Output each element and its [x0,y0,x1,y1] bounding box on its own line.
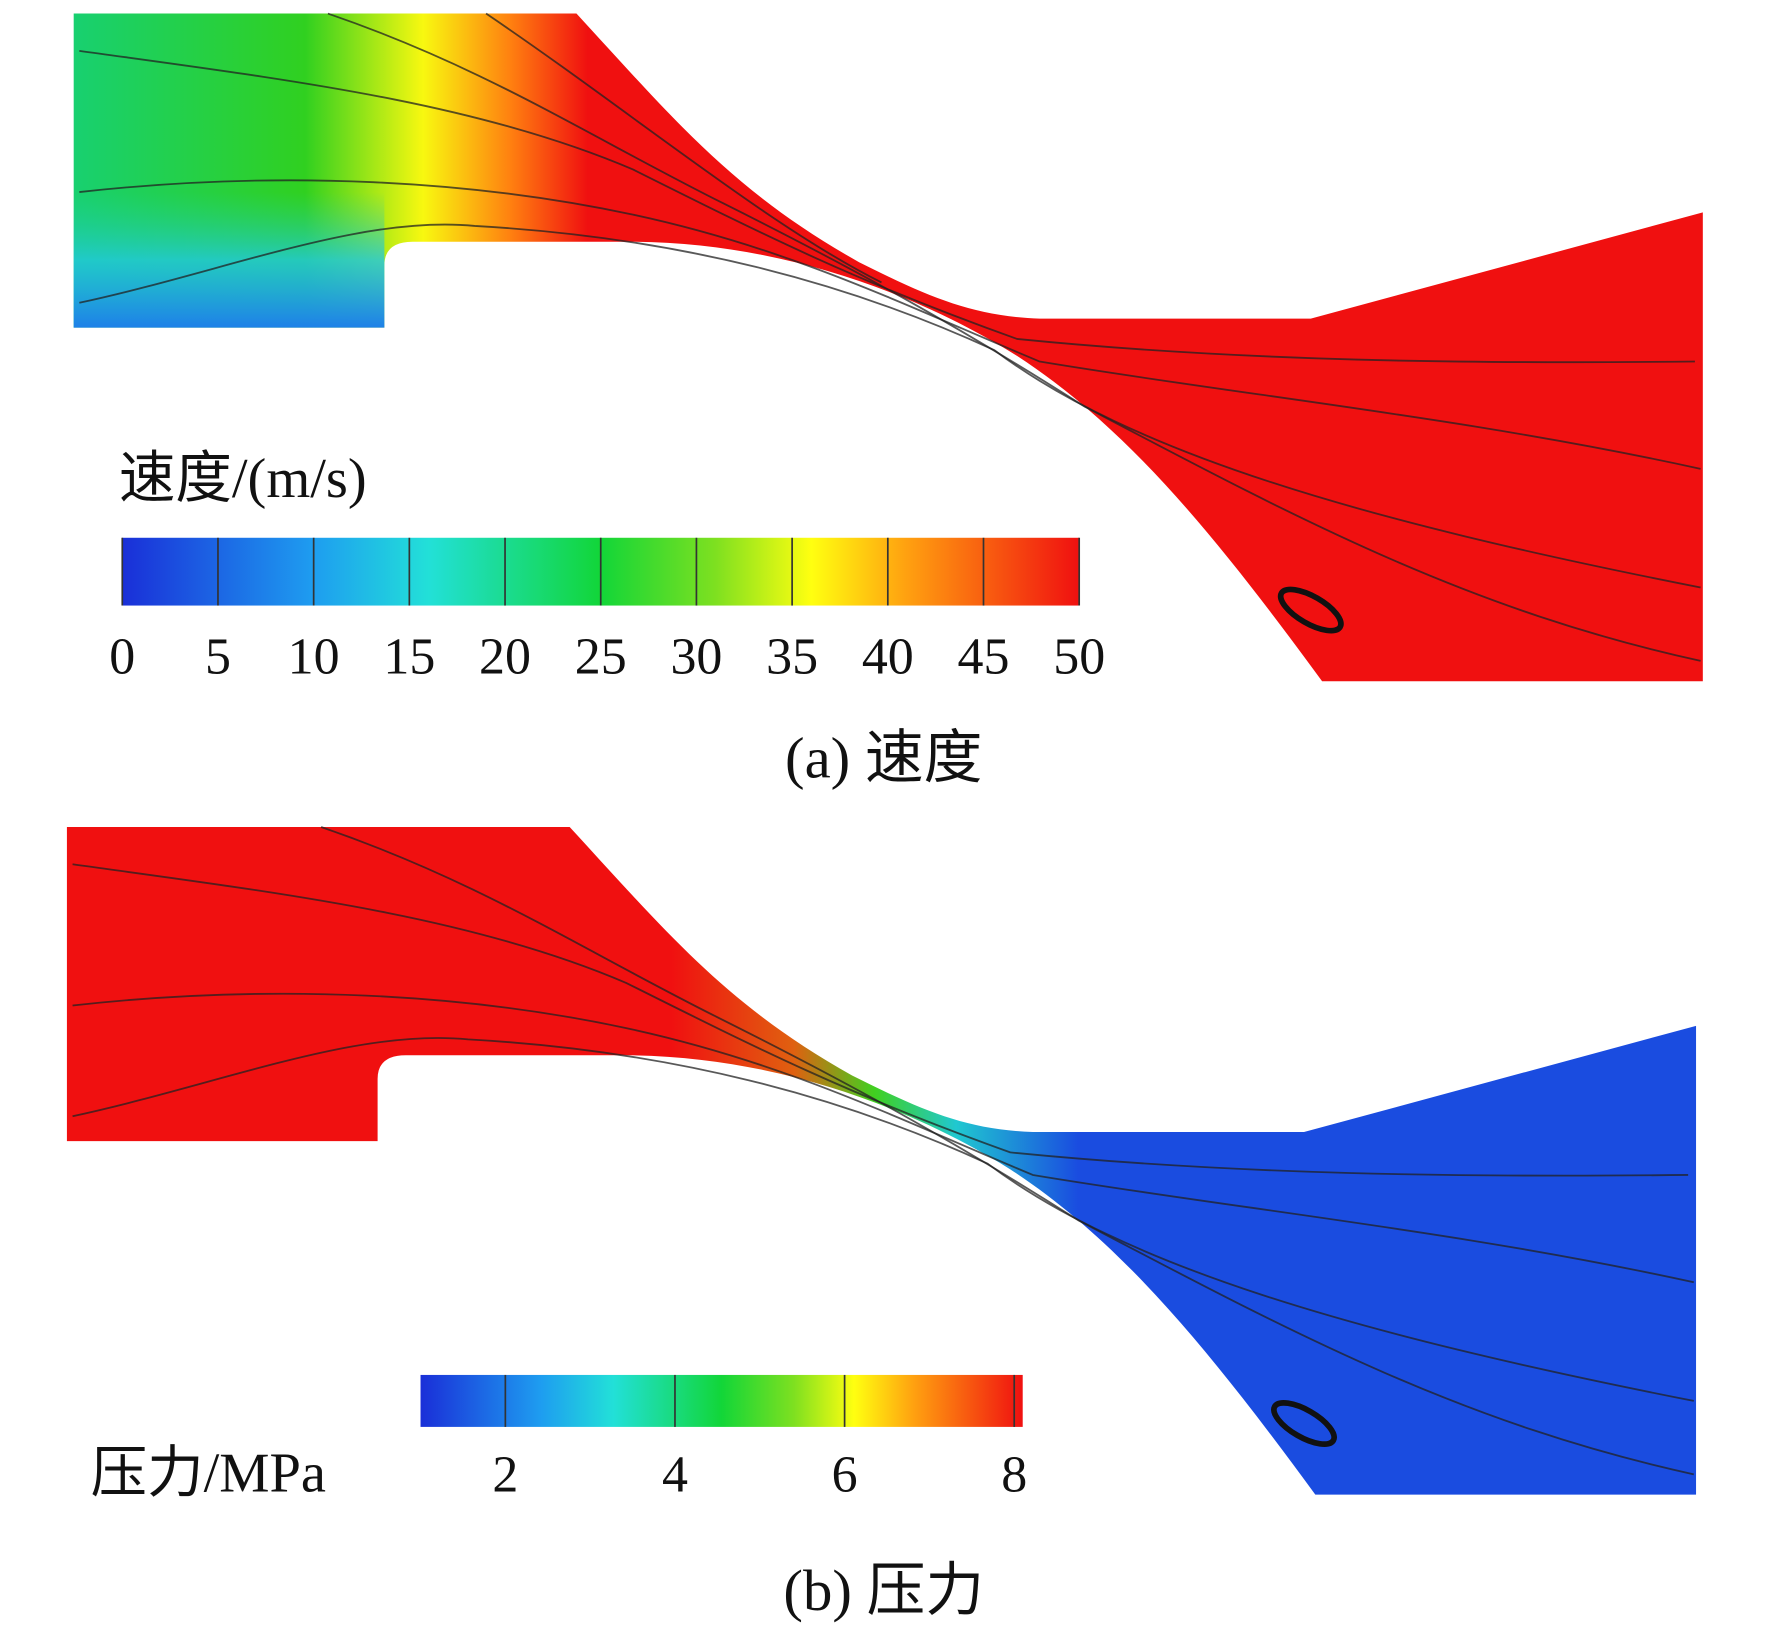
velocity-field [73,12,1703,682]
caption: (a) 速度 [785,725,982,790]
colorbar-tick-label: 40 [862,628,914,685]
colorbar-tick-label: 30 [670,628,722,685]
colorbar-tick-label: 50 [1053,628,1105,685]
caption: (b) 压力 [783,1558,984,1623]
colorbar-tick-label: 5 [205,628,231,685]
pressure-field [66,826,1697,1495]
colorbar-tick-label: 2 [492,1446,518,1503]
colorbar-tick-label: 35 [766,628,818,685]
colorbar [420,1374,1023,1427]
colorbar-tick-label: 20 [479,628,531,685]
colorbar-tick-label: 0 [109,628,135,685]
colorbar-title: 速度/(m/s) [119,448,367,510]
colorbar-tick-label: 10 [288,628,340,685]
colorbar-title: 压力/MPa [91,1442,326,1504]
colorbar-tick-label: 45 [958,628,1010,685]
colorbar-tick-label: 25 [575,628,627,685]
colorbar-tick-label: 8 [1001,1446,1027,1503]
colorbar-tick-label: 15 [383,628,435,685]
colorbar-tick-label: 6 [832,1446,858,1503]
colorbar-tick-label: 4 [662,1446,688,1503]
